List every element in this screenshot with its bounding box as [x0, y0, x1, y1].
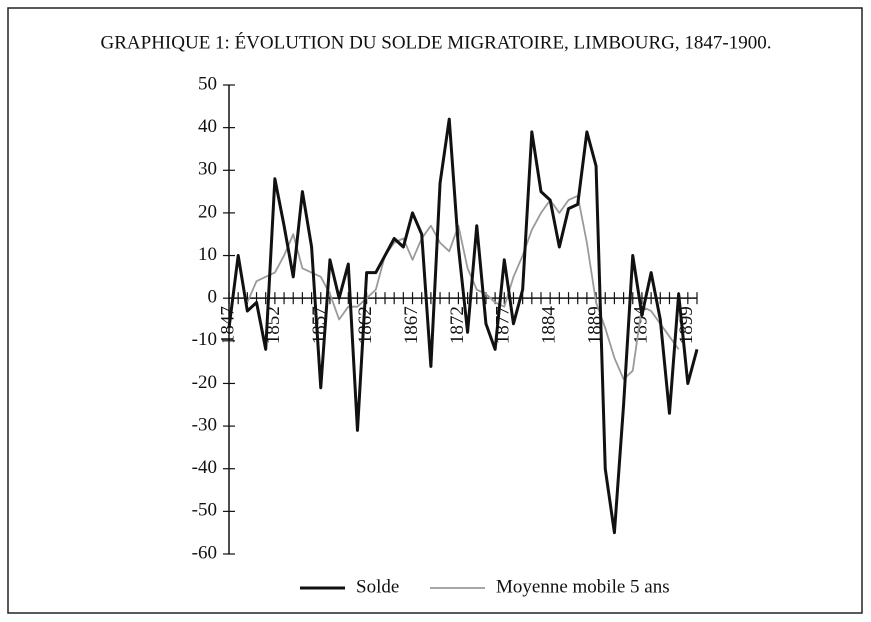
y-tick-label: 30: [198, 159, 217, 180]
series-line: [227, 117, 699, 535]
y-tick-label: -60: [192, 542, 217, 563]
x-tick-label: 1867: [401, 306, 422, 344]
series-line: [246, 194, 680, 381]
x-tick-label: 1862: [355, 306, 376, 344]
frame: [7, 7, 863, 614]
legend-label: Solde: [356, 576, 399, 597]
y-tick-label: -30: [192, 414, 217, 435]
x-tick-label: 1884: [539, 306, 560, 345]
x-tick-label: 1872: [447, 306, 468, 344]
y-tick-label: 0: [208, 287, 218, 308]
x-tick-label: 1894: [630, 306, 651, 345]
chart-title: GRAPHIQUE 1: ÉVOLUTION DU SOLDE MIGRATOI…: [101, 31, 772, 53]
y-tick-label: 20: [198, 201, 217, 222]
y-tick-label: 50: [198, 73, 217, 94]
legend-label: Moyenne mobile 5 ans: [496, 576, 670, 597]
y-tick-label: -10: [192, 329, 217, 350]
y-tick-label: -50: [192, 500, 217, 521]
y-tick-label: 40: [198, 116, 217, 137]
y-tick-label: -40: [192, 457, 217, 478]
y-tick-label: -20: [192, 372, 217, 393]
y-tick-label: 10: [198, 244, 217, 265]
